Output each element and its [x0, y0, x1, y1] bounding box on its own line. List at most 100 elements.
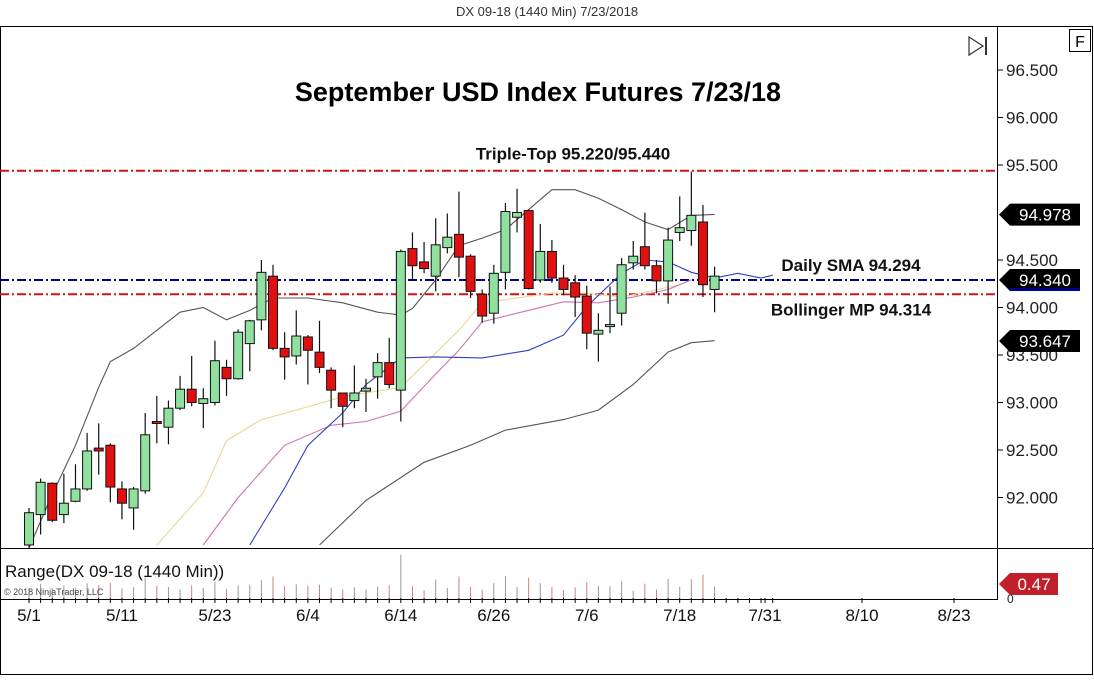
- candle-5-28: [244, 319, 255, 372]
- candle-body: [488, 272, 499, 314]
- x-tick-label: 8/10: [845, 606, 878, 625]
- candle-body: [663, 239, 674, 282]
- candle-body: [407, 248, 418, 267]
- candle-6-19: [430, 218, 441, 292]
- candle-body: [477, 293, 488, 317]
- x-tick-label: 6/26: [477, 606, 510, 625]
- candle-body: [674, 227, 685, 233]
- candle-body: [546, 250, 557, 279]
- candle-body: [128, 488, 139, 509]
- y-tick-label: 94.500: [1006, 251, 1058, 270]
- candle-body: [605, 324, 615, 328]
- price-marker-label: 93.647: [1019, 332, 1071, 351]
- annotation-label: Daily SMA 94.294: [781, 256, 921, 275]
- candle-body: [570, 282, 581, 298]
- candle-7-5: [570, 275, 581, 317]
- y-tick-label: 94.000: [1006, 299, 1058, 318]
- price-marker-label: 94.340: [1019, 271, 1071, 290]
- candle-body: [430, 244, 441, 277]
- range-last-value: 0.47: [1017, 575, 1050, 594]
- x-tick-label: 6/14: [384, 606, 417, 625]
- x-tick-label: 6/4: [296, 606, 320, 625]
- price-marker-flag: [999, 330, 1080, 353]
- candle-6-21: [453, 191, 464, 278]
- candle-body: [639, 246, 650, 267]
- candle-6-26: [488, 264, 499, 324]
- y-tick-label: 95.500: [1006, 156, 1058, 175]
- candle-body: [384, 362, 395, 385]
- candle-7-13: [639, 212, 650, 270]
- candle-5-11: [116, 481, 127, 520]
- chart-frame: [0, 26, 1093, 675]
- candle-6-8: [349, 365, 360, 409]
- price-marker: 93.647: [999, 330, 1080, 353]
- candle-6-12: [372, 353, 383, 399]
- price-marker-label: 94.978: [1019, 206, 1071, 225]
- candle-body: [256, 271, 267, 321]
- candle-body: [465, 255, 476, 292]
- candle-body: [314, 351, 325, 368]
- candle-7-10: [605, 286, 615, 334]
- candle-body: [709, 275, 720, 290]
- candle-7-18: [674, 196, 685, 241]
- candle-5-17: [163, 400, 174, 445]
- ma-blue-line: [249, 259, 773, 546]
- candle-body: [163, 407, 174, 428]
- candle-7-23: [709, 266, 720, 313]
- candle-5-24: [221, 359, 232, 396]
- candle-body: [535, 250, 546, 281]
- price-marker: 94.978: [999, 203, 1080, 226]
- y-tick-label: 92.500: [1006, 441, 1058, 460]
- candle-body: [291, 335, 302, 357]
- candle-body: [326, 369, 337, 391]
- candle-7-20: [697, 204, 708, 298]
- candle-body: [116, 488, 127, 504]
- sma-marker-underline: [1010, 287, 1080, 291]
- x-tick-label: 8/23: [937, 606, 970, 625]
- copyright: © 2018 NinjaTrader, LLC: [4, 587, 104, 597]
- range-last-value-marker: 0.47: [999, 573, 1058, 595]
- candle-5-1: [24, 507, 34, 548]
- window-title: DX 09-18 (1440 Min) 7/23/2018: [455, 4, 639, 19]
- candle-body: [697, 221, 708, 286]
- candle-5-29: [256, 260, 267, 331]
- range-zero-tick: 0: [1007, 592, 1014, 606]
- candle-7-3: [546, 240, 557, 283]
- ma-yellow-line: [156, 279, 692, 546]
- candle-5-30: [268, 264, 279, 351]
- candle-5-23: [209, 340, 220, 406]
- scroll-to-end-button[interactable]: [968, 35, 987, 57]
- candle-6-7: [337, 392, 348, 428]
- candle-body: [233, 331, 244, 380]
- candle-5-8: [82, 432, 93, 491]
- candle-7-12: [628, 241, 639, 270]
- candle-body: [395, 250, 406, 391]
- candle-body: [512, 212, 523, 218]
- candle-6-29: [523, 209, 534, 290]
- candle-body: [151, 421, 162, 424]
- candle-6-14: [395, 249, 406, 422]
- candle-body: [58, 502, 69, 516]
- candle-body: [244, 320, 255, 345]
- candle-7-17: [663, 227, 674, 304]
- candle-body: [105, 444, 116, 488]
- y-tick-label: 93.000: [1006, 394, 1058, 413]
- candle-body: [593, 329, 604, 335]
- candle-body: [47, 482, 58, 521]
- x-tick-label: 7/6: [575, 606, 599, 625]
- candle-body: [453, 233, 464, 258]
- candle-body: [500, 211, 511, 273]
- candle-body: [24, 512, 34, 546]
- f-button[interactable]: F: [1069, 29, 1091, 52]
- bollinger-lower-line: [319, 340, 715, 546]
- candle-body: [279, 347, 290, 358]
- candle-6-6: [326, 367, 337, 409]
- candle-5-21: [186, 355, 197, 407]
- play-end-icon: [968, 35, 985, 57]
- candle-body: [651, 265, 662, 282]
- annotation-label: Bollinger MP 94.314: [771, 300, 932, 319]
- candle-5-22: [198, 388, 209, 429]
- y-tick-label: 96.000: [1006, 109, 1058, 128]
- candle-body: [372, 362, 383, 378]
